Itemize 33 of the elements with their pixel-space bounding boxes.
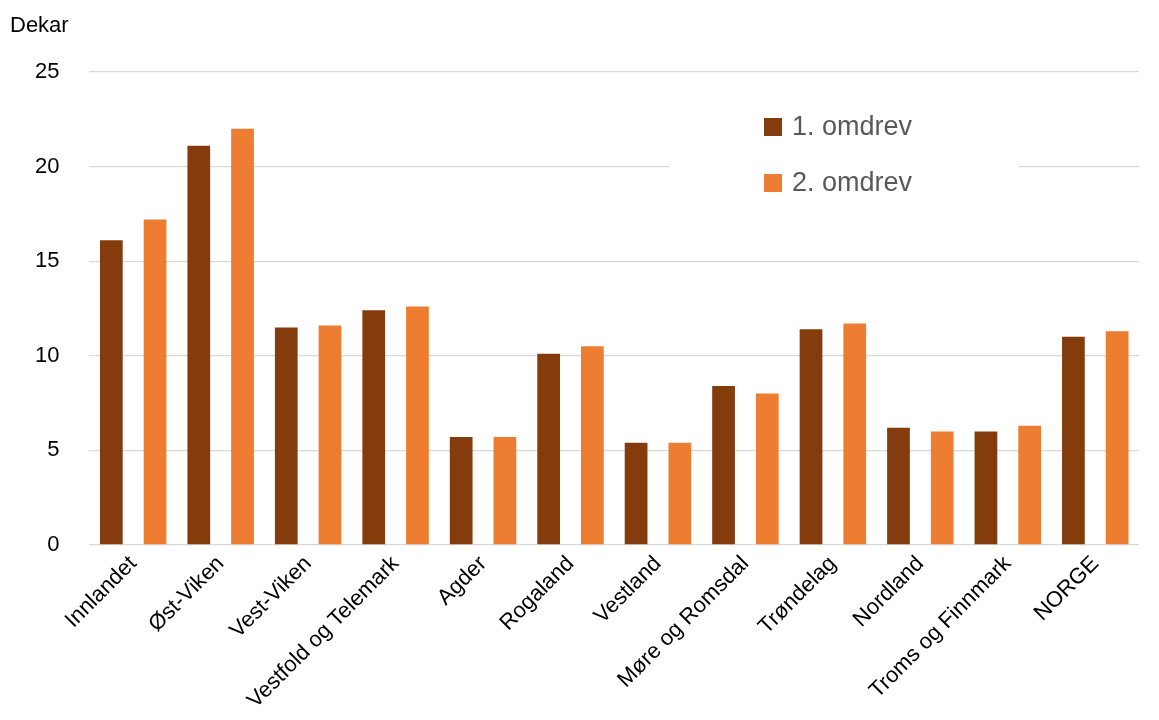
bar — [449, 437, 473, 545]
bar — [318, 325, 342, 545]
bar — [668, 442, 692, 545]
bar — [143, 219, 167, 545]
bar — [187, 145, 211, 545]
bar — [493, 437, 517, 545]
y-tick-label: 15 — [34, 247, 60, 273]
bar — [755, 393, 779, 545]
bar — [712, 386, 735, 545]
y-tick-label: 5 — [47, 436, 60, 462]
bar — [362, 310, 386, 545]
bar — [974, 431, 998, 545]
bar — [624, 442, 648, 545]
bar — [887, 427, 910, 545]
bar — [1062, 336, 1085, 545]
bar — [1105, 331, 1129, 545]
bar — [799, 329, 823, 545]
legend-label: 2. omdrev — [792, 167, 913, 198]
bar — [581, 346, 604, 545]
y-tick-label: 10 — [34, 341, 60, 367]
bar — [406, 306, 429, 545]
bar — [99, 240, 123, 545]
y-tick-label: 25 — [34, 58, 60, 84]
bar — [843, 323, 867, 545]
y-axis-title: Dekar — [10, 12, 69, 38]
bar — [274, 327, 298, 545]
bar — [930, 431, 954, 545]
bar — [537, 353, 561, 545]
legend-label: 1. omdrev — [792, 111, 913, 142]
bar — [231, 128, 254, 545]
y-tick-label: 0 — [47, 530, 60, 556]
y-tick-label: 20 — [34, 152, 60, 178]
bar — [1018, 425, 1042, 545]
